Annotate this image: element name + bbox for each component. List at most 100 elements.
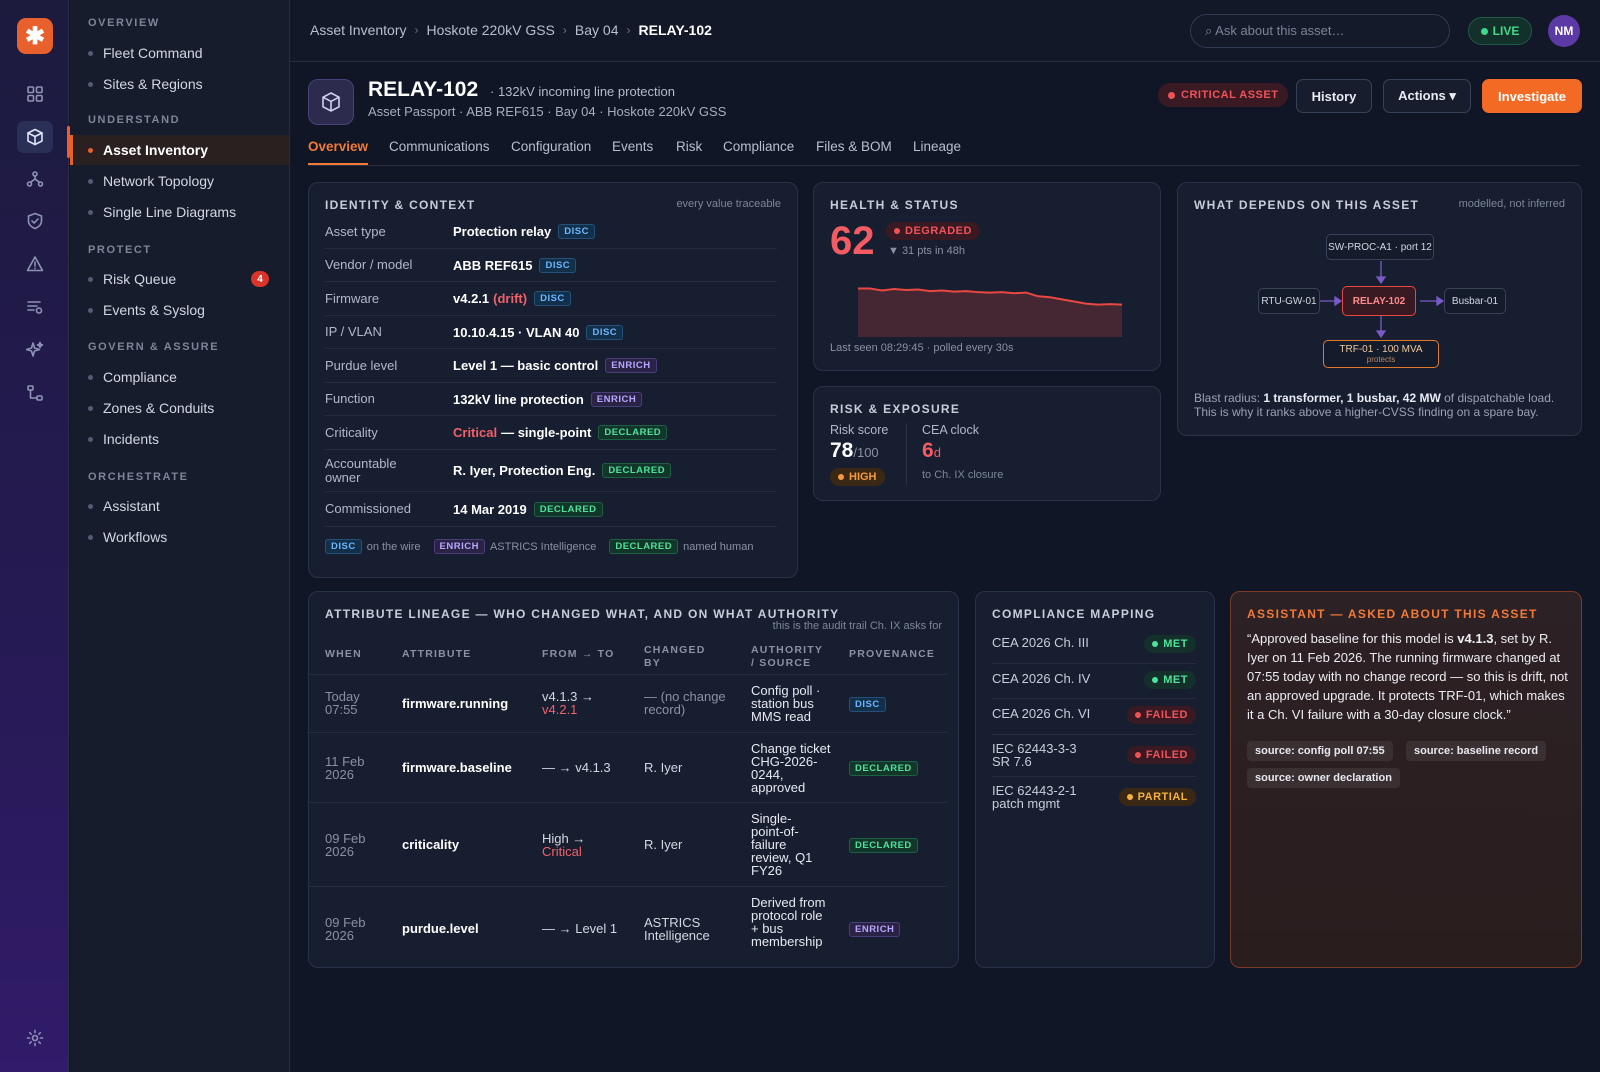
cell-from-to: High → Critical [542,832,585,858]
actions-dropdown-button[interactable]: Actions ▾ [1383,79,1471,113]
compliance-row[interactable]: IEC 62443-3-3 SR 7.6 FAILED [992,735,1196,777]
compliance-row[interactable]: IEC 62443-2-1 patch mgmt PARTIAL [992,777,1196,819]
table-row[interactable]: Today 07:55 firmware.running v4.1.3 → v4.… [309,674,947,732]
tab-communications[interactable]: Communications [389,139,490,154]
cell-attribute: firmware.baseline [402,760,512,775]
node-transformer[interactable]: TRF-01 · 100 MVA protects [1323,340,1439,368]
identity-row: Function 132kV line protection ENRICH [325,383,777,416]
source-chip-config-poll[interactable]: source: config poll 07:55 [1247,741,1393,761]
provenance-tag: ENRICH [590,391,643,407]
asset-subtitle: · 132kV incoming line protection [490,84,675,99]
tab-files-bom[interactable]: Files & BOM [816,139,892,154]
value-text: 10.10.4.15 · VLAN 40 [453,324,580,340]
breadcrumb-site[interactable]: Hoskote 220kV GSS [426,22,555,38]
critical-asset-label: CRITICAL ASSET [1181,89,1279,101]
table-row[interactable]: 09 Feb 2026 criticality High → Critical R… [309,802,947,886]
card-note: every value traceable [676,198,781,210]
sidebar-item-asset-inventory[interactable]: Asset Inventory [70,135,289,165]
node-busbar[interactable]: Busbar-01 [1444,288,1506,314]
sidebar-item-label: Assistant [103,498,160,514]
legend-text: on the wire [366,540,421,553]
row-key: Firmware [325,290,380,306]
settings-icon[interactable] [17,1022,53,1054]
to-value: v4.2.1 [542,702,578,717]
source-chip-owner[interactable]: source: owner declaration [1247,768,1400,788]
tab-compliance[interactable]: Compliance [723,139,795,154]
sidebar-item-assistant[interactable]: Assistant [70,491,289,521]
app-logo[interactable]: ✱ [17,18,53,54]
status-badge: FAILED [1126,706,1196,724]
sidebar-item-compliance[interactable]: Compliance [70,362,289,392]
cell-from-to: — → v4.1.3 [542,761,611,774]
sidebar-item-fleet-command[interactable]: Fleet Command [70,38,289,68]
status-dot-icon [1126,794,1133,800]
node-rtu-gateway[interactable]: RTU-GW-01 [1258,288,1320,314]
node-switch[interactable]: SW-PROC-A1 · port 12 [1326,234,1434,260]
value-text: v4.2.1 [453,291,490,306]
status-label: MET [1163,674,1188,686]
cell-when: 11 Feb 2026 [325,754,365,782]
value-text: R. Iyer, Protection Eng. [453,463,596,478]
value-text: 14 Mar 2019 [453,501,527,517]
col-changed-by: CHANGED BY [644,644,706,669]
bullet-icon [88,51,93,56]
warning-icon[interactable] [17,248,53,280]
compliance-row[interactable]: CEA 2026 Ch. IV MET [992,664,1196,699]
tab-configuration[interactable]: Configuration [511,139,592,154]
sidebar-item-network-topology[interactable]: Network Topology [70,166,289,196]
row-value: Critical — single-point DECLARED [453,425,668,440]
tab-lineage[interactable]: Lineage [913,139,962,154]
table-row[interactable]: 09 Feb 2026 purdue.level — → Level 1 AST… [309,886,947,967]
node-relay-current[interactable]: RELAY-102 [1342,286,1416,316]
sidebar-group-overview: OVERVIEW [88,17,160,29]
sidebar-item-sites-regions[interactable]: Sites & Regions [70,69,289,99]
sidebar-item-incidents[interactable]: Incidents [70,424,289,454]
cube-icon[interactable] [17,121,53,153]
sidebar-item-single-line-diagrams[interactable]: Single Line Diagrams [70,197,289,227]
grid-icon[interactable] [17,78,53,110]
breadcrumb-asset-inventory[interactable]: Asset Inventory [310,22,407,38]
status-label: MET [1163,638,1188,650]
live-dot-icon [1480,27,1488,35]
status-dot-icon [1134,752,1141,758]
history-button[interactable]: History [1296,79,1372,113]
compliance-row[interactable]: CEA 2026 Ch. VI FAILED [992,699,1196,735]
compliance-mapping-card: COMPLIANCE MAPPING CEA 2026 Ch. III MET C… [975,591,1215,968]
tab-risk[interactable]: Risk [676,139,703,154]
criticality-flag: Critical [453,425,498,440]
bullet-icon [88,179,93,184]
source-chip-baseline[interactable]: source: baseline record [1406,741,1547,761]
sparkle-icon[interactable] [17,334,53,366]
breadcrumb-bay[interactable]: Bay 04 [574,22,619,38]
cell-authority: Change ticket CHG-2026-0244, approved [751,741,831,795]
workflow-icon[interactable] [17,377,53,409]
shield-icon[interactable] [17,205,53,237]
node-transformer-sub: protects [1366,355,1396,364]
list-icon[interactable] [17,291,53,323]
sidebar-item-events-syslog[interactable]: Events & Syslog [70,295,289,325]
card-title: IDENTITY & CONTEXT [325,198,476,212]
investigate-button[interactable]: Investigate [1482,79,1582,113]
risk-score-label: Risk score [830,423,889,437]
value-text: 132kV line protection [453,391,584,407]
tab-overview[interactable]: Overview [308,139,369,165]
compliance-row[interactable]: CEA 2026 Ch. III MET [992,628,1196,664]
table-row[interactable]: 11 Feb 2026 firmware.baseline — → v4.1.3… [309,732,947,802]
tab-events[interactable]: Events [612,139,654,154]
provenance-tag: DISC [558,224,595,239]
user-avatar[interactable]: NM [1548,15,1580,47]
from-value: v4.1.3 → [542,689,595,704]
ask-asset-search-input[interactable]: ⌕ Ask about this asset… [1190,14,1450,48]
assistant-answer: “Approved baseline for this model is v4.… [1247,629,1572,724]
rail-active-indicator [67,126,70,158]
risk-queue-count-badge: 4 [251,271,269,287]
sidebar-item-label: Workflows [103,529,168,545]
legend-tag-enrich: ENRICH [433,539,485,554]
sidebar-item-zones-conduits[interactable]: Zones & Conduits [70,393,289,423]
risk-score-value: 78/100 [830,439,879,463]
sidebar-item-workflows[interactable]: Workflows [70,522,289,552]
dependency-edges [1318,261,1445,339]
topology-icon[interactable] [17,163,53,195]
sidebar-item-risk-queue[interactable]: Risk Queue 4 [70,264,289,294]
legend-tag-declared: DECLARED [609,539,679,554]
